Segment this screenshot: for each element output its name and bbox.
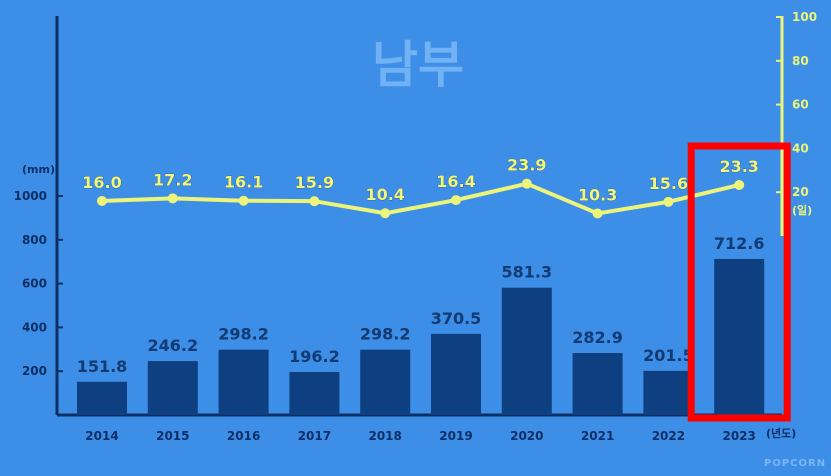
bar-value-label: 298.2 — [218, 325, 269, 344]
x-tick-label: 2014 — [85, 429, 118, 443]
line-point-2016 — [238, 195, 249, 206]
bar-2014 — [77, 381, 127, 415]
x-tick-label: 2015 — [156, 429, 189, 443]
x-tick-label: 2020 — [510, 429, 543, 443]
line-point-2017 — [309, 196, 320, 207]
bar-2015 — [147, 361, 198, 415]
x-tick-label: 2021 — [581, 429, 614, 443]
line-value-label: 16.4 — [436, 172, 475, 191]
line-value-label: 15.9 — [295, 173, 334, 192]
x-tick-label: 2019 — [439, 429, 472, 443]
line-value-label: 17.2 — [153, 170, 192, 189]
chart-title: 남부 — [372, 36, 464, 94]
line-point-2014 — [97, 195, 107, 206]
bar-value-label: 151.8 — [77, 357, 128, 376]
bars — [77, 258, 765, 415]
line-point-2021 — [592, 208, 603, 219]
line-series — [97, 178, 745, 219]
line-value-label: 15.6 — [649, 174, 688, 193]
bar-2017 — [289, 372, 340, 415]
bar-2021 — [572, 353, 623, 415]
line-point-2023 — [734, 179, 745, 190]
bar-value-label: 282.9 — [572, 328, 623, 347]
line-point-2022 — [663, 196, 674, 207]
left-tick-label: 800 — [22, 233, 47, 247]
bar-value-label: 581.3 — [501, 263, 552, 282]
x-tick-label: 2018 — [368, 429, 401, 443]
line-point-2019 — [451, 195, 461, 206]
right-tick-label: 100 — [792, 10, 817, 24]
bar-value-label: 370.5 — [431, 309, 482, 328]
left-tick-label: 400 — [22, 320, 47, 334]
left-axis-unit: (mm) — [22, 163, 55, 176]
line-value-label: 23.3 — [719, 157, 758, 176]
line-value-label: 16.1 — [224, 173, 263, 192]
x-tick-label: 2016 — [227, 429, 260, 443]
line-point-2020 — [521, 178, 532, 189]
bar-2022 — [643, 370, 694, 415]
bar-value-label: 298.2 — [360, 325, 411, 344]
line-value-label: 10.4 — [365, 185, 404, 204]
x-tick-label: 2023 — [722, 429, 755, 443]
right-tick-label: 60 — [792, 98, 809, 112]
bar-2023 — [714, 258, 765, 415]
left-tick-label: 1000 — [14, 189, 47, 203]
bar-2020 — [501, 287, 552, 415]
line-path — [101, 181, 740, 216]
left-tick-label: 600 — [22, 277, 47, 291]
line-point-2015 — [167, 193, 178, 204]
watermark: POPCORN — [764, 458, 826, 469]
highlight-box-2023 — [687, 142, 791, 422]
right-axis-unit: (일) — [792, 203, 812, 217]
right-tick-label: 80 — [792, 54, 809, 68]
bar-value-label: 196.2 — [289, 347, 340, 366]
data-labels: 151.8 246.2 298.2 196.2 298.2 370.5 581.3 282.9… — [77, 155, 765, 376]
bar-2016 — [218, 349, 269, 415]
bar-value-label: 246.2 — [147, 336, 198, 355]
bar-2019 — [431, 333, 481, 415]
line-value-label: 16.0 — [82, 173, 121, 192]
x-axis-unit: (년도) — [766, 426, 796, 440]
bar-value-label: 712.6 — [714, 234, 765, 253]
left-tick-label: 200 — [22, 364, 47, 378]
bar-value-label: 201.5 — [643, 346, 694, 365]
x-tick-label: 2017 — [298, 429, 331, 443]
x-tick-label: 2022 — [652, 429, 685, 443]
line-value-label: 23.9 — [507, 156, 546, 175]
line-value-label: 10.3 — [578, 185, 617, 204]
bar-2018 — [360, 349, 411, 415]
line-point-2018 — [380, 208, 391, 219]
right-tick-label: 40 — [792, 141, 809, 155]
right-tick-label: 20 — [792, 185, 809, 199]
